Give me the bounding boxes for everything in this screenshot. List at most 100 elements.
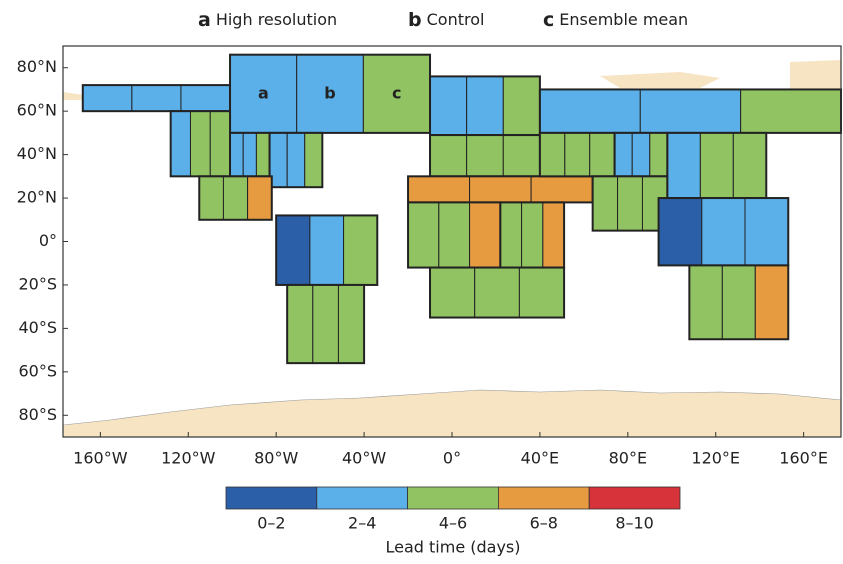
colorbar-swatch bbox=[407, 486, 499, 510]
region-cell bbox=[740, 88, 842, 134]
region-cell bbox=[222, 175, 249, 221]
region-cell bbox=[592, 175, 619, 232]
region-cell bbox=[564, 132, 591, 177]
x-tick-label: 80°E bbox=[609, 449, 647, 468]
region-cell bbox=[649, 132, 668, 177]
y-tick-label: 80°S bbox=[18, 405, 57, 424]
region-cell bbox=[343, 214, 378, 286]
colorbar-label: 6–8 bbox=[530, 514, 558, 533]
region-cell bbox=[429, 134, 468, 177]
panel-label: Ensemble mean bbox=[559, 10, 688, 29]
region-cell bbox=[275, 214, 311, 286]
region-cell bbox=[286, 132, 306, 188]
region-cell bbox=[542, 201, 565, 269]
region-cell bbox=[309, 214, 345, 286]
panel-key: a High resolution bbox=[198, 9, 337, 31]
region-cell bbox=[521, 201, 544, 269]
colorbar-label: 4–6 bbox=[439, 514, 467, 533]
y-tick-label: 0° bbox=[39, 231, 57, 250]
panel-letter: a bbox=[198, 9, 211, 31]
region-cell bbox=[180, 84, 231, 112]
region-cell bbox=[286, 284, 314, 364]
panel-letter: b bbox=[408, 9, 422, 31]
region-cell bbox=[617, 175, 643, 232]
x-tick-label: 40°W bbox=[342, 449, 386, 468]
x-tick-label: 160°E bbox=[779, 449, 828, 468]
region-cell bbox=[688, 264, 723, 340]
region-cell bbox=[530, 175, 594, 203]
region-cell bbox=[658, 197, 703, 266]
y-tick-label: 80°N bbox=[17, 57, 57, 76]
region-cell bbox=[247, 175, 273, 221]
land bbox=[790, 60, 841, 90]
y-tick-label: 40°N bbox=[17, 144, 57, 163]
region-cell bbox=[502, 75, 541, 136]
land bbox=[63, 92, 84, 100]
region-cell bbox=[754, 264, 789, 340]
region-cell bbox=[744, 197, 789, 266]
region-cell bbox=[198, 175, 224, 221]
cell-label: b bbox=[324, 83, 335, 102]
x-tick-label: 80°W bbox=[254, 449, 298, 468]
x-tick-label: 0° bbox=[443, 449, 461, 468]
y-tick-label: 40°S bbox=[18, 318, 57, 337]
region-cell bbox=[614, 132, 633, 177]
region-cell bbox=[666, 132, 701, 199]
region-cell bbox=[469, 201, 501, 269]
region-outline bbox=[429, 266, 566, 319]
cell-label: a bbox=[258, 83, 269, 102]
region-cell bbox=[701, 197, 746, 266]
region-cell bbox=[721, 264, 756, 340]
x-tick-label: 160°W bbox=[73, 449, 128, 468]
region-cell bbox=[82, 84, 133, 112]
region-cell bbox=[170, 110, 191, 177]
region-cell bbox=[312, 284, 339, 364]
region-cell bbox=[469, 175, 532, 203]
region-cell bbox=[589, 132, 616, 177]
panel-label: High resolution bbox=[216, 10, 337, 29]
region-cell bbox=[639, 88, 742, 134]
region-cell bbox=[539, 132, 566, 177]
x-tick-label: 120°W bbox=[161, 449, 216, 468]
colorbar-label: 0–2 bbox=[257, 514, 285, 533]
colorbar-label: 8–10 bbox=[615, 514, 654, 533]
colorbar-label: 2–4 bbox=[348, 514, 376, 533]
panel-label: Control bbox=[427, 10, 485, 29]
colorbar-swatch bbox=[497, 486, 590, 510]
region-cell bbox=[242, 132, 257, 177]
region-cell bbox=[304, 132, 323, 188]
region-cell bbox=[209, 110, 231, 177]
region-cell bbox=[466, 134, 504, 177]
region-outline bbox=[198, 175, 273, 221]
region-outline bbox=[688, 264, 790, 341]
region-cell bbox=[337, 284, 365, 364]
y-tick-label: 60°N bbox=[17, 101, 57, 120]
y-tick-label: 20°N bbox=[17, 188, 57, 207]
region-cell bbox=[499, 201, 523, 269]
colorbar-swatch bbox=[225, 486, 318, 510]
colorbar-swatch bbox=[588, 486, 681, 510]
panel-key: c Ensemble mean bbox=[543, 9, 688, 31]
cell-label: c bbox=[392, 83, 401, 102]
panel-letter: c bbox=[543, 9, 554, 31]
region-cell bbox=[407, 201, 440, 269]
colorbar-title: Lead time (days) bbox=[385, 538, 520, 557]
region-cell bbox=[131, 84, 182, 112]
land bbox=[600, 72, 720, 88]
region-cell bbox=[407, 175, 471, 203]
region-outline bbox=[286, 283, 366, 365]
region-cell bbox=[255, 132, 271, 177]
y-tick-label: 20°S bbox=[18, 274, 57, 293]
region-cell bbox=[502, 134, 541, 177]
region-cell bbox=[438, 201, 471, 269]
region-cell bbox=[699, 132, 734, 199]
y-tick-label: 60°S bbox=[18, 361, 57, 380]
region-cell bbox=[189, 110, 211, 177]
region-cell bbox=[429, 75, 468, 136]
region-outline bbox=[268, 131, 324, 189]
region-cell bbox=[474, 267, 520, 319]
region-cell bbox=[229, 132, 244, 177]
colorbar-swatch bbox=[316, 486, 408, 510]
x-tick-label: 120°E bbox=[691, 449, 740, 468]
